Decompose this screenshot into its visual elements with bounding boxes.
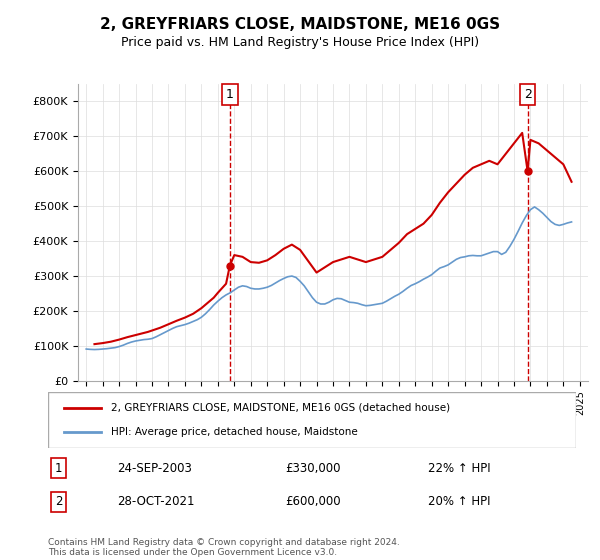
Text: HPI: Average price, detached house, Maidstone: HPI: Average price, detached house, Maid… bbox=[112, 427, 358, 437]
Text: 1: 1 bbox=[226, 88, 234, 101]
Text: £600,000: £600,000 bbox=[286, 496, 341, 508]
Text: 2: 2 bbox=[55, 496, 62, 508]
FancyBboxPatch shape bbox=[48, 392, 576, 448]
Text: 2, GREYFRIARS CLOSE, MAIDSTONE, ME16 0GS: 2, GREYFRIARS CLOSE, MAIDSTONE, ME16 0GS bbox=[100, 17, 500, 32]
Text: 2: 2 bbox=[524, 88, 532, 101]
Text: £330,000: £330,000 bbox=[286, 462, 341, 475]
Text: 1: 1 bbox=[55, 462, 62, 475]
Text: Price paid vs. HM Land Registry's House Price Index (HPI): Price paid vs. HM Land Registry's House … bbox=[121, 36, 479, 49]
Text: Contains HM Land Registry data © Crown copyright and database right 2024.
This d: Contains HM Land Registry data © Crown c… bbox=[48, 538, 400, 557]
Text: 2, GREYFRIARS CLOSE, MAIDSTONE, ME16 0GS (detached house): 2, GREYFRIARS CLOSE, MAIDSTONE, ME16 0GS… bbox=[112, 403, 451, 413]
Text: 22% ↑ HPI: 22% ↑ HPI bbox=[428, 462, 491, 475]
Text: 24-SEP-2003: 24-SEP-2003 bbox=[116, 462, 191, 475]
Text: 28-OCT-2021: 28-OCT-2021 bbox=[116, 496, 194, 508]
Text: 20% ↑ HPI: 20% ↑ HPI bbox=[428, 496, 491, 508]
